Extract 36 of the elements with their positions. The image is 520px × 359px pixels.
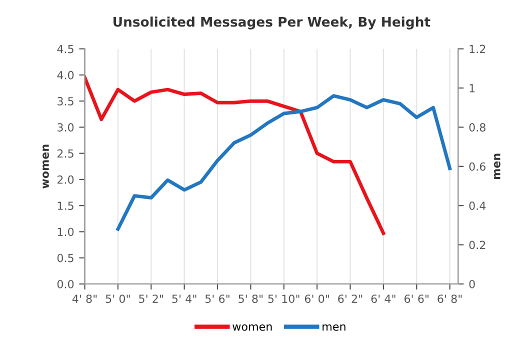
x-tick-label: 5' 0" (106, 294, 130, 303)
x-tick-label: 6' 4" (371, 294, 396, 303)
y2-axis-title: men (494, 154, 500, 179)
x-tick-label: 6' 6" (404, 294, 428, 303)
x-tick-label: 5' 8" (238, 294, 263, 303)
y-tick-label: 1.0 (58, 228, 74, 236)
x-tick-label: 6' 8" (438, 294, 462, 303)
y2-tick-label: 1 (470, 84, 475, 92)
x-tick-label: 6' 2" (338, 294, 362, 303)
x-tick-label: 5' 4" (172, 294, 196, 303)
x-tick-label: 5' 6" (205, 294, 230, 303)
y-tick-label: 1.5 (58, 202, 74, 210)
legend-label: men (322, 324, 346, 331)
y-tick-label: 3.0 (58, 123, 74, 132)
y-tick-label: 0.0 (57, 280, 74, 288)
legend-label: women (232, 324, 272, 331)
y2-tick-label: 1.2 (470, 44, 486, 54)
y-tick-label: 0.5 (57, 254, 74, 262)
line-series (84, 76, 386, 236)
x-tick-label: 4' 8" (72, 294, 97, 303)
y2-tick-label: 0.8 (469, 123, 486, 132)
y-tick-label: 2.5 (57, 149, 74, 158)
y-axis-title: women (42, 144, 49, 188)
line-series (116, 94, 452, 231)
x-tick-label: 5' 10" (268, 294, 300, 303)
x-tick-label: 6' 0" (304, 294, 329, 303)
y2-tick-label: 0.2 (469, 240, 486, 250)
y2-tick-label: 0.4 (469, 202, 486, 210)
y-tick-label: 4.0 (57, 70, 74, 80)
y2-tick-label: 0 (469, 280, 475, 288)
y-tick-label: 2.0 (57, 175, 74, 184)
y-tick-label: 4.5 (57, 44, 74, 54)
chart-title: Unsolicited Messages Per Week, By Height (114, 16, 430, 30)
y-tick-label: 3.5 (58, 97, 74, 106)
x-tick-label: 5' 2" (139, 294, 163, 303)
y2-tick-label: 0.6 (469, 162, 486, 171)
